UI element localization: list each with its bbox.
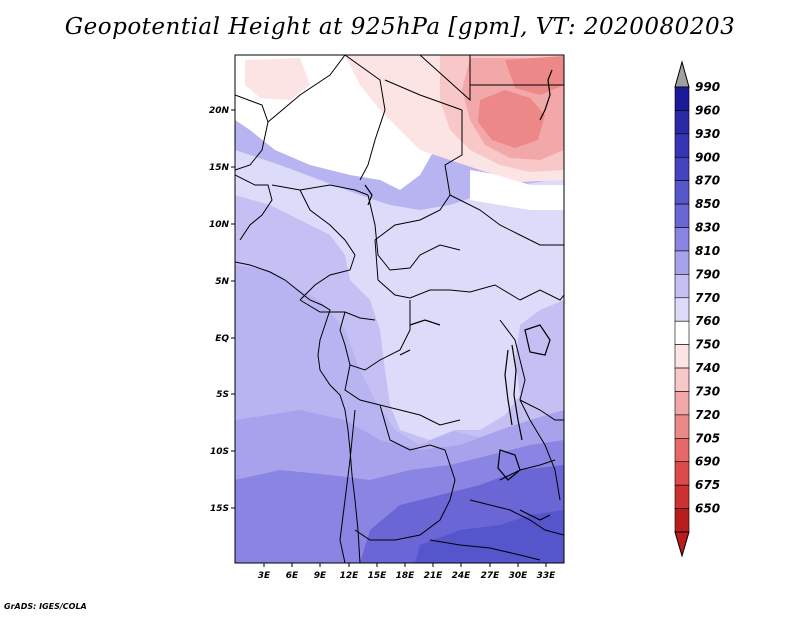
field-band-720	[478, 90, 545, 148]
colorbar-label-730: 730	[695, 384, 720, 398]
colorbar-label-650: 650	[695, 502, 720, 516]
colorbar-label-900: 900	[695, 150, 720, 164]
colorbar-box-900	[674, 156, 690, 181]
colorbar: 990 960 930 900 870 850 830 810 790 770 760 750 740 7…	[674, 60, 720, 558]
lon-label-24e: 24E	[452, 571, 472, 581]
lat-label-10n: 10N	[209, 220, 230, 230]
colorbar-box-870	[674, 180, 690, 205]
lon-label-30e: 30E	[509, 571, 529, 581]
colorbar-label-810: 810	[695, 244, 720, 258]
lon-label-18e: 18E	[396, 571, 416, 581]
colorbar-box-705	[674, 438, 690, 463]
lat-label-5s: 5S	[216, 390, 229, 400]
map-panel	[235, 55, 564, 563]
colorbar-boxes	[674, 86, 690, 533]
lakes	[364, 69, 553, 521]
map-title: Geopotential Height at 925hPa [gpm], VT:…	[64, 14, 736, 40]
lat-label-15n: 15N	[209, 163, 230, 173]
colorbar-label-850: 850	[695, 197, 720, 211]
lat-label-15s: 15S	[210, 504, 229, 514]
lon-label-27e: 27E	[481, 571, 501, 581]
lat-label-5n: 5N	[215, 277, 229, 287]
colorbar-box-990	[674, 86, 690, 111]
field-band-870	[415, 510, 564, 563]
lon-label-15e: 15E	[368, 571, 388, 581]
colorbar-label-750: 750	[695, 338, 720, 352]
colorbar-box-770	[674, 297, 690, 322]
lat-label-10s: 10S	[210, 447, 229, 457]
grads-credit: GrADS: IGES/COLA	[4, 602, 87, 611]
colorbar-label-830: 830	[695, 221, 720, 235]
lat-axis: 20N 15N 10N 5N EQ 5S 10S 15S	[209, 106, 235, 514]
colorbar-box-740	[674, 367, 690, 392]
field-patch-nw	[245, 58, 310, 100]
colorbar-label-740: 740	[695, 361, 720, 375]
lon-label-9e: 9E	[314, 571, 327, 581]
colorbar-box-760	[674, 320, 690, 345]
lon-label-6e: 6E	[286, 571, 299, 581]
colorbar-label-770: 770	[695, 291, 720, 305]
lat-label-20n: 20N	[209, 106, 230, 116]
lon-label-21e: 21E	[424, 571, 444, 581]
colorbar-labels: 990 960 930 900 870 850 830 810 790 770 760 750 740 7…	[695, 80, 720, 516]
lon-label-33e: 33E	[537, 571, 557, 581]
colorbar-box-730	[674, 391, 690, 416]
colorbar-box-790	[674, 274, 690, 299]
colorbar-box-810	[674, 250, 690, 275]
lon-axis: 3E 6E 9E 12E 15E 18E 21E 24E 27E 30E 33E	[258, 563, 556, 581]
lat-label-eq: EQ	[215, 334, 229, 344]
colorbar-box-750	[674, 344, 690, 369]
colorbar-label-690: 690	[695, 455, 720, 469]
colorbar-box-650	[674, 508, 690, 533]
colorbar-box-690	[674, 461, 690, 486]
colorbar-label-705: 705	[695, 431, 720, 445]
colorbar-box-720	[674, 414, 690, 439]
country-borders	[235, 55, 564, 563]
colorbar-label-870: 870	[695, 174, 720, 188]
colorbar-label-675: 675	[695, 478, 720, 492]
colorbar-box-675	[674, 484, 690, 509]
colorbar-label-790: 790	[695, 267, 720, 281]
colorbar-box-850	[674, 203, 690, 228]
field-band-770	[235, 150, 564, 440]
colorbar-label-720: 720	[695, 408, 720, 422]
lon-label-12e: 12E	[340, 571, 360, 581]
map-frame	[234, 54, 565, 564]
colorbar-label-760: 760	[695, 314, 720, 328]
colorbar-box-960	[674, 110, 690, 135]
colorbar-box-830	[674, 227, 690, 252]
coastline	[235, 261, 361, 563]
colorbar-box-930	[674, 133, 690, 158]
colorbar-bottom-arrow	[674, 531, 690, 558]
colorbar-top-arrow	[674, 60, 690, 88]
colorbar-label-990: 990	[695, 80, 720, 94]
field-band-760-east	[470, 170, 564, 210]
colorbar-label-930: 930	[695, 127, 720, 141]
colorbar-label-960: 960	[695, 103, 720, 117]
lon-label-3e: 3E	[258, 571, 271, 581]
